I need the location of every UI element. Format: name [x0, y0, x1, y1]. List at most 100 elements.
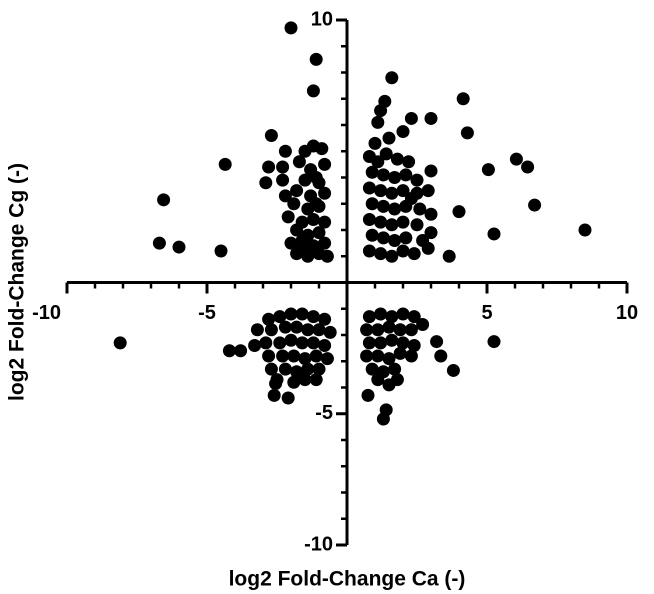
point — [365, 228, 379, 242]
point — [371, 349, 385, 363]
point — [214, 244, 228, 258]
point — [396, 307, 410, 321]
point — [320, 249, 334, 263]
point — [312, 226, 326, 240]
point — [290, 223, 304, 237]
point — [365, 165, 379, 179]
point — [410, 173, 424, 187]
point — [424, 111, 438, 125]
point — [379, 403, 393, 417]
point — [382, 352, 396, 366]
point — [407, 247, 421, 261]
point — [374, 336, 388, 350]
point — [376, 231, 390, 245]
point — [278, 320, 292, 334]
point — [281, 210, 295, 224]
point — [287, 197, 301, 211]
point — [382, 320, 396, 334]
point — [113, 336, 127, 350]
point — [388, 234, 402, 247]
point — [374, 215, 388, 229]
point — [315, 142, 329, 156]
point — [298, 173, 312, 187]
point — [371, 323, 385, 337]
point — [424, 164, 438, 178]
point — [371, 155, 385, 169]
point — [368, 136, 382, 150]
point — [393, 323, 407, 337]
point — [374, 247, 388, 261]
point — [424, 207, 438, 221]
point — [376, 168, 390, 182]
y-tick-label: 10 — [311, 8, 333, 30]
point — [298, 352, 312, 366]
point — [376, 199, 390, 213]
point — [399, 231, 413, 245]
point — [276, 173, 290, 187]
point — [404, 349, 418, 363]
point — [385, 310, 399, 324]
point — [407, 339, 421, 352]
point — [262, 312, 276, 326]
y-tick-label: -10 — [304, 533, 333, 555]
point — [264, 129, 278, 142]
point — [318, 186, 332, 200]
point — [385, 333, 399, 347]
point — [222, 344, 236, 358]
point — [267, 388, 281, 402]
point — [393, 346, 407, 360]
point — [413, 202, 427, 216]
point — [262, 160, 276, 174]
point — [456, 92, 470, 106]
point — [309, 373, 323, 387]
point — [295, 307, 309, 321]
point — [388, 362, 402, 376]
point — [388, 171, 402, 184]
point — [388, 202, 402, 216]
point — [424, 226, 438, 240]
point — [262, 349, 276, 363]
point — [390, 152, 404, 166]
point — [371, 115, 385, 129]
point — [410, 218, 424, 232]
point — [278, 362, 292, 376]
point — [152, 236, 166, 250]
point — [301, 362, 315, 376]
point — [278, 144, 292, 158]
point — [374, 307, 388, 321]
point — [157, 193, 171, 207]
point — [382, 378, 396, 392]
point — [298, 373, 312, 387]
point — [306, 213, 320, 226]
point — [460, 126, 474, 140]
point — [481, 163, 495, 177]
point — [452, 205, 466, 219]
y-tick-label: -5 — [315, 402, 333, 424]
point — [264, 323, 278, 337]
point — [292, 155, 306, 169]
point — [379, 147, 393, 161]
point — [295, 234, 309, 247]
point — [301, 323, 315, 337]
point — [404, 192, 418, 205]
point — [434, 349, 448, 363]
point — [290, 247, 304, 261]
x-tick-label: -5 — [198, 302, 216, 324]
point — [301, 249, 315, 263]
point — [416, 318, 430, 331]
y-axis-title: log2 Fold-Change Cg (-) — [6, 163, 29, 401]
point — [306, 336, 320, 350]
point — [374, 184, 388, 198]
point — [578, 223, 592, 237]
point — [385, 71, 399, 85]
point — [396, 215, 410, 229]
point — [362, 336, 376, 350]
point — [264, 362, 278, 376]
point — [248, 339, 262, 352]
point — [290, 320, 304, 334]
point — [234, 344, 248, 358]
point — [487, 335, 501, 349]
point — [396, 336, 410, 350]
point — [276, 349, 290, 363]
